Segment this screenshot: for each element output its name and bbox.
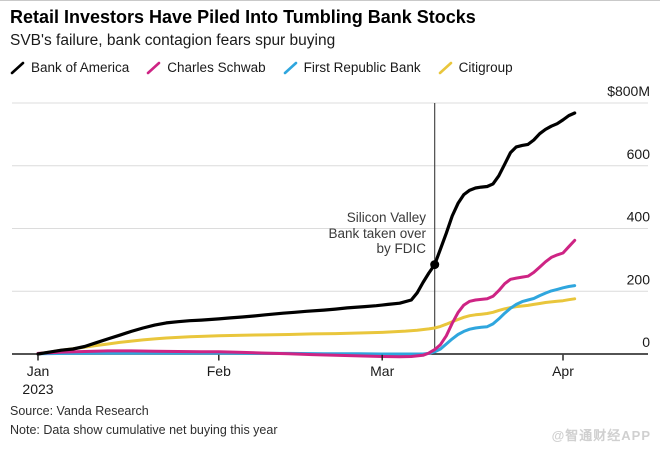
x-tick-label: Mar: [370, 363, 394, 379]
event-annotation: Silicon Valley Bank taken over by FDIC: [328, 210, 426, 257]
legend-item-citigroup: Citigroup: [438, 60, 513, 75]
x-tick-label: Apr: [552, 363, 574, 379]
legend-item-charles-schwab: Charles Schwab: [146, 60, 266, 75]
legend-slash-icon: [146, 61, 161, 74]
series-line-citigroup: [36, 297, 577, 356]
chart-subtitle: SVB's failure, bank contagion fears spur…: [10, 32, 336, 49]
source-note: Source: Vanda Research: [10, 404, 149, 418]
data-note: Note: Data show cumulative net buying th…: [10, 423, 278, 437]
legend-slash-icon: [10, 61, 25, 74]
legend-label: Bank of America: [31, 60, 130, 75]
y-tick-label: 200: [627, 271, 651, 287]
x-tick-sublabel: 2023: [22, 381, 53, 397]
x-tick-label: Feb: [207, 363, 231, 379]
legend-item-bank-of-america: Bank of America: [10, 60, 129, 75]
series-line-bank-of-america: [36, 111, 577, 356]
annotation-line: Bank taken over: [328, 225, 426, 241]
y-tick-label: $800M: [607, 83, 650, 99]
series-line-charles-schwab: [36, 238, 577, 359]
legend-item-first-republic-bank: First Republic Bank: [283, 60, 421, 75]
y-tick-label: 400: [627, 209, 651, 225]
legend-label: Charles Schwab: [167, 60, 266, 75]
legend-slash-icon: [283, 61, 297, 74]
y-tick-label: 600: [627, 146, 651, 162]
legend: Bank of America Charles Schwab First Repub…: [10, 60, 513, 75]
annotation-line: by FDIC: [376, 241, 426, 256]
watermark: @智通财经APP: [551, 428, 651, 443]
chart-title: Retail Investors Have Piled Into Tumblin…: [10, 7, 476, 27]
y-tick-label: 0: [642, 334, 650, 350]
event-marker-dot: [430, 260, 440, 270]
legend-label: First Republic Bank: [303, 60, 421, 75]
legend-slash-icon: [438, 61, 452, 74]
annotation-line: Silicon Valley: [346, 210, 426, 225]
legend-label: Citigroup: [458, 60, 513, 75]
x-tick-label: Jan: [27, 363, 50, 379]
